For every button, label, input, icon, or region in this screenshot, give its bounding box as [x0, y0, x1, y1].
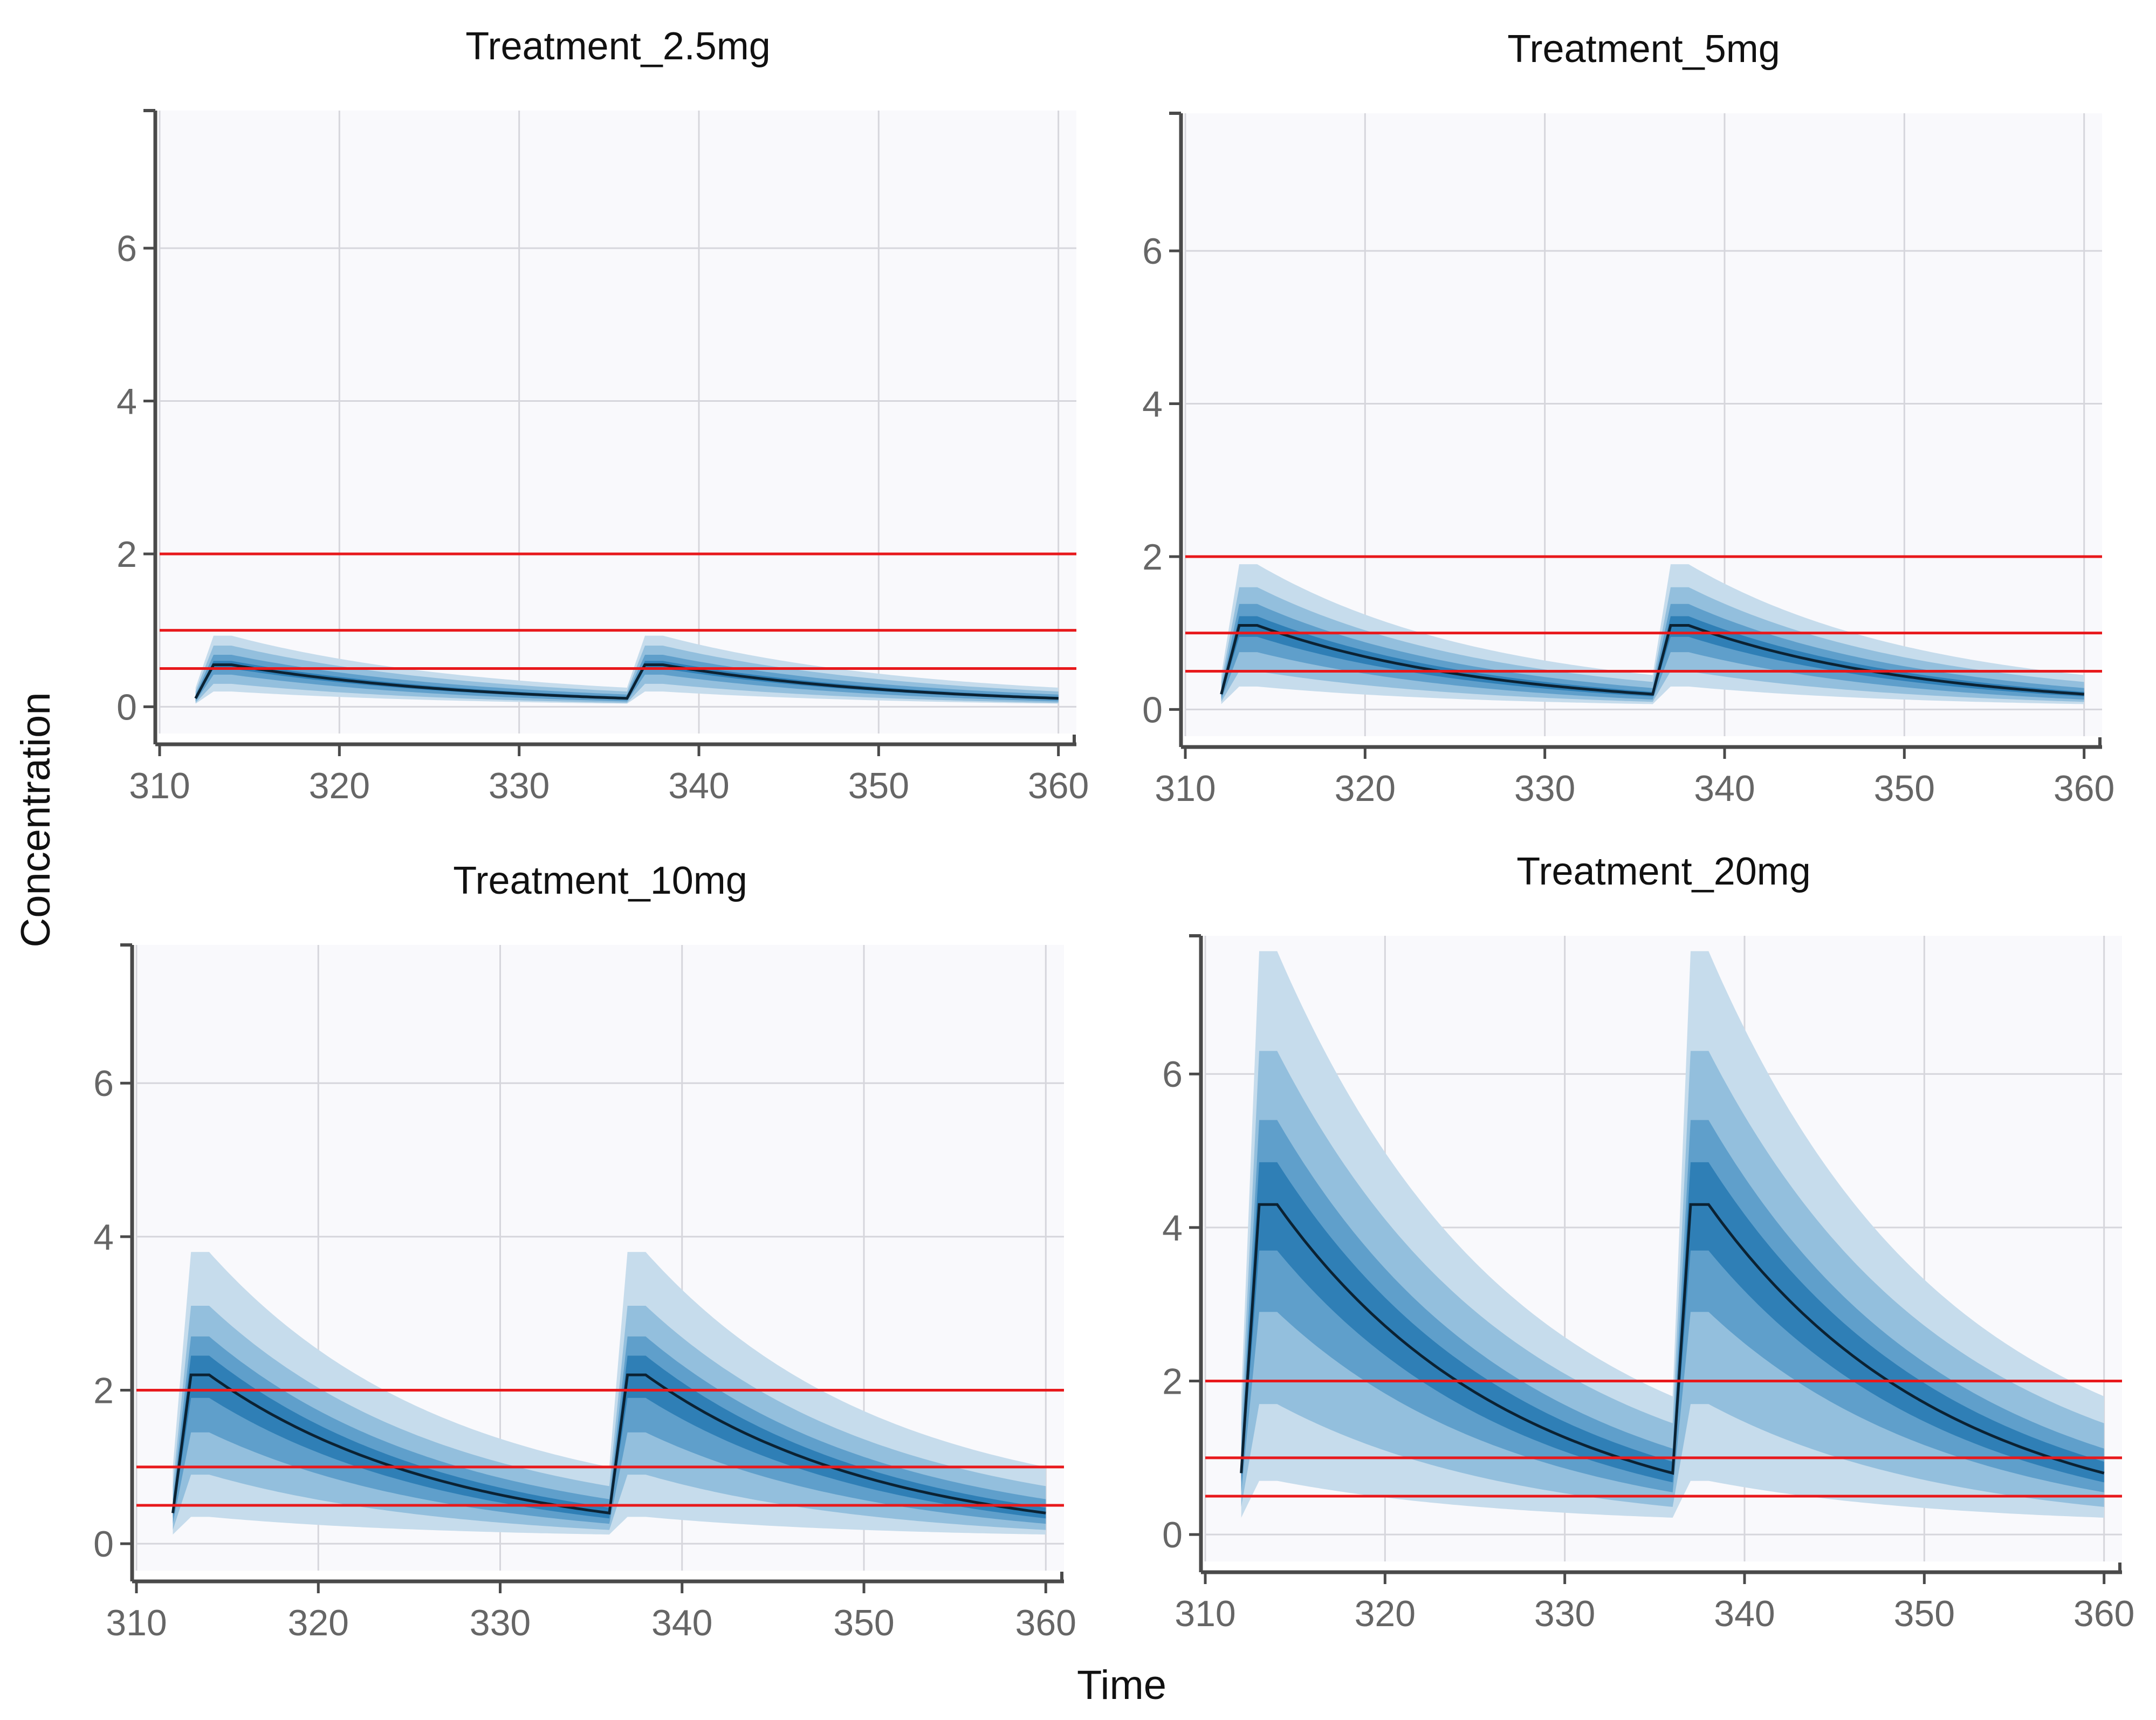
median-line [1220, 624, 2084, 696]
panel-3: 0 2 4 6 310 320 330 340 350 360 Treatment_10mg [93, 859, 1076, 1643]
y-tick-label: 6 [1162, 1054, 1183, 1095]
x-tick-label: 350 [1894, 1593, 1955, 1634]
x-tick-label: 330 [470, 1602, 531, 1643]
median-line [1240, 1203, 2105, 1475]
x-tick-label: 320 [1355, 1593, 1416, 1634]
x-tick-label: 340 [651, 1602, 712, 1643]
y-tick-label: 2 [1142, 537, 1163, 578]
median-line [194, 663, 1059, 700]
y-tick-label: 2 [1162, 1361, 1183, 1402]
interval-band-3 [195, 655, 1059, 702]
x-tick-label: 350 [833, 1602, 894, 1643]
y-tick-label: 6 [1142, 231, 1163, 272]
x-tick-label: 310 [1155, 768, 1216, 809]
y-tick-label: 0 [116, 687, 137, 728]
panel-background [160, 111, 1076, 734]
y-tick-label: 4 [93, 1217, 114, 1258]
panel-title: Treatment_2.5mg [465, 25, 771, 68]
x-tick-label: 310 [1175, 1593, 1235, 1634]
y-tick-label: 6 [116, 228, 137, 269]
x-tick-label: 340 [1694, 768, 1755, 809]
x-tick-label: 340 [668, 765, 729, 806]
y-tick-label: 0 [1142, 689, 1163, 730]
median-line [171, 1373, 1046, 1515]
y-axis-title: Concentration [13, 692, 59, 947]
y-tick-label: 2 [116, 534, 137, 575]
x-axis-title: Time [1077, 1662, 1166, 1708]
panel-1: 0 2 4 6 310 320 330 340 350 360 Treatment_2.5mg [116, 25, 1089, 806]
x-tick-label: 320 [1335, 768, 1396, 809]
x-tick-label: 340 [1714, 1593, 1775, 1634]
y-tick-label: 0 [93, 1524, 114, 1565]
x-tick-label: 310 [129, 765, 190, 806]
panel-title: Treatment_10mg [453, 859, 747, 902]
y-tick-label: 6 [93, 1063, 114, 1104]
interval-band-4 [1241, 1162, 2104, 1483]
interval-band-4 [173, 1355, 1046, 1519]
x-tick-label: 320 [309, 765, 370, 806]
x-tick-label: 310 [106, 1602, 167, 1643]
panel-title: Treatment_5mg [1507, 28, 1780, 71]
x-tick-label: 320 [288, 1602, 349, 1643]
y-tick-label: 4 [1142, 384, 1163, 425]
panel-4: 0 2 4 6 310 320 330 340 350 360 Treatment_20mg [1162, 850, 2134, 1634]
panels: 0 2 4 6 310 320 330 340 350 360 Treatment_2.5mg 0 2 4… [93, 25, 2134, 1643]
panel-2: 0 2 4 6 310 320 330 340 350 360 Treatment_5mg [1142, 28, 2114, 809]
x-tick-label: 360 [2073, 1593, 2134, 1634]
x-tick-label: 330 [489, 765, 550, 806]
y-tick-label: 0 [1162, 1515, 1183, 1555]
x-tick-label: 350 [1874, 768, 1935, 809]
y-tick-label: 4 [116, 381, 137, 422]
x-tick-label: 360 [2054, 768, 2114, 809]
x-tick-label: 330 [1534, 1593, 1595, 1634]
y-tick-label: 2 [93, 1370, 114, 1411]
x-tick-label: 360 [1028, 765, 1089, 806]
panel-title: Treatment_20mg [1516, 850, 1811, 893]
x-tick-label: 330 [1514, 768, 1575, 809]
x-tick-label: 350 [848, 765, 909, 806]
y-tick-label: 4 [1162, 1208, 1183, 1249]
x-tick-label: 360 [1015, 1602, 1076, 1643]
